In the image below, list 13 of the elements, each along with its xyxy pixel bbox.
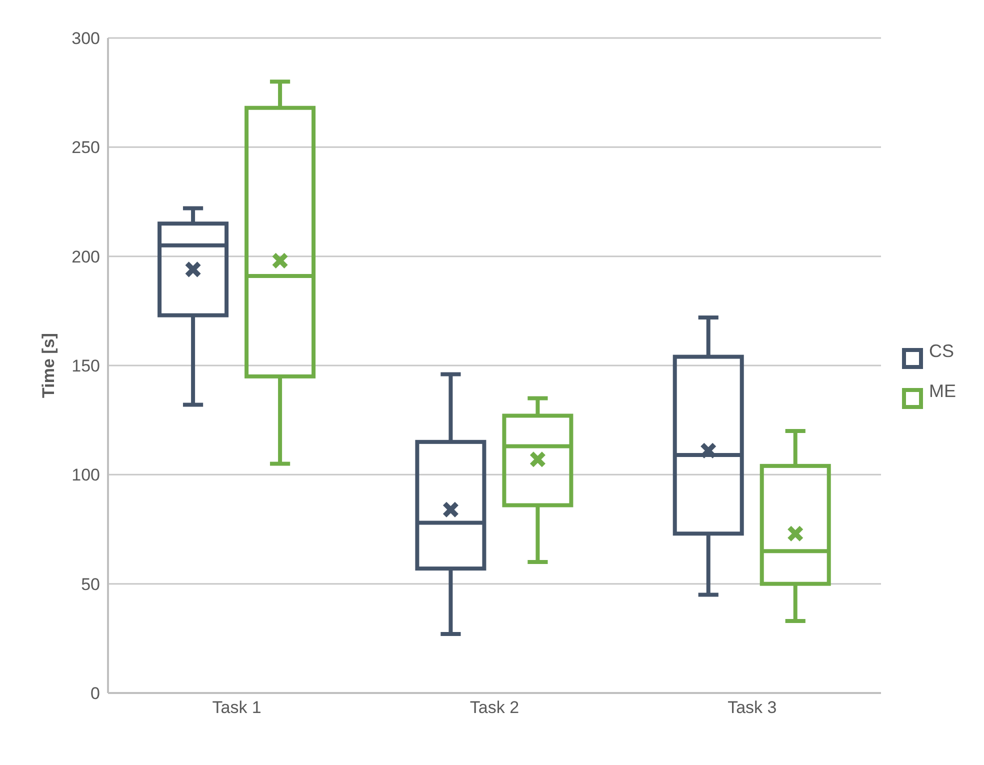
legend-label: CS (929, 340, 954, 362)
x-tick-label: Task 3 (728, 698, 777, 718)
y-tick-label: 250 (72, 138, 100, 158)
x-tick-label: Task 1 (212, 698, 262, 718)
y-tick-label: 300 (72, 29, 100, 48)
y-tick-label: 200 (72, 247, 100, 266)
legend-label: ME (929, 380, 956, 402)
y-tick-label: 50 (81, 574, 100, 594)
y-tick-label: 0 (90, 684, 100, 704)
x-tick-label: Task 2 (470, 698, 520, 718)
y-tick-label: 100 (72, 466, 100, 485)
y-axis-title: Time [s] (39, 333, 58, 398)
y-tick-label: 150 (72, 356, 100, 376)
